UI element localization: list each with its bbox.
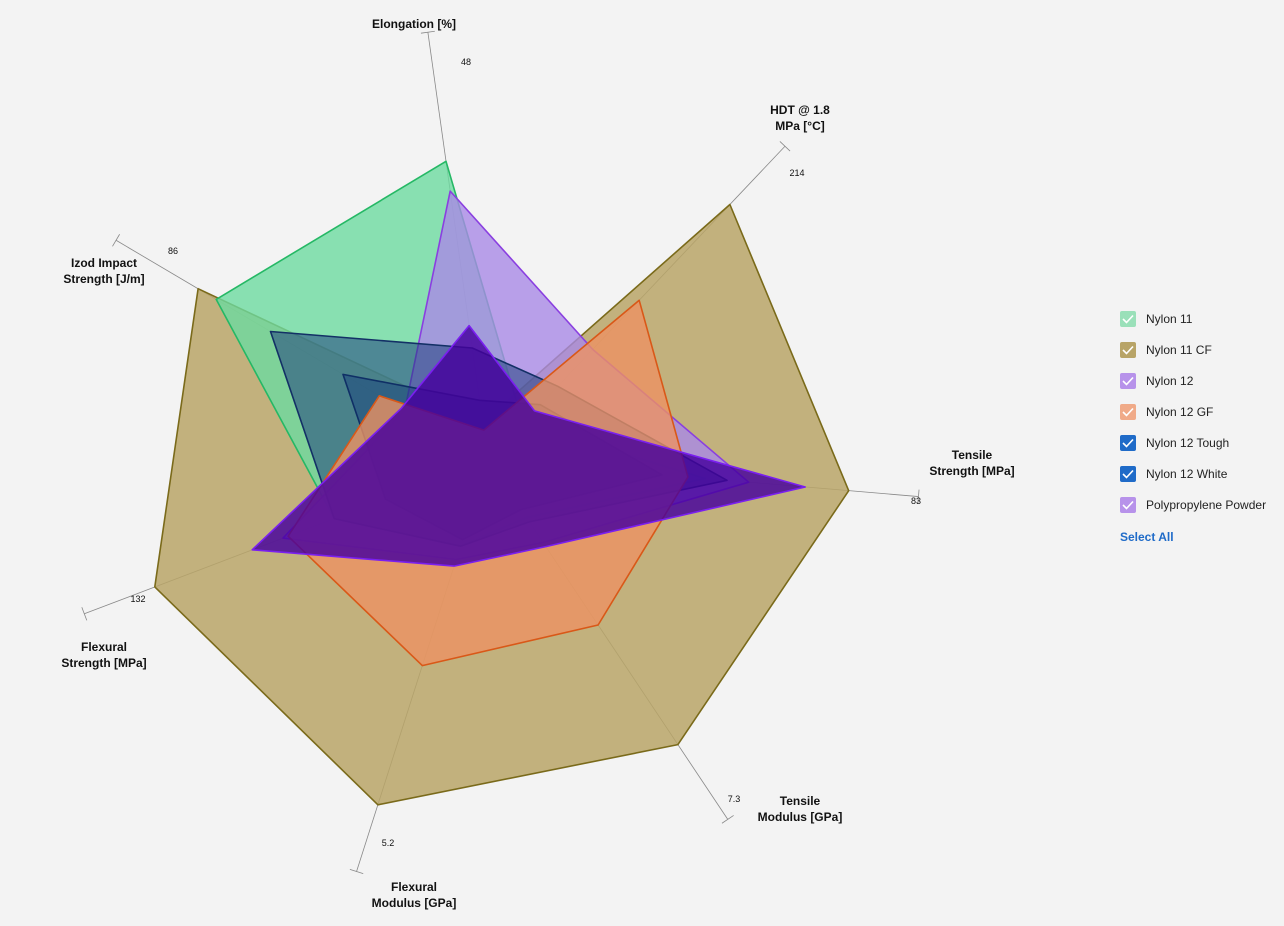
- axis-label-line: Strength [J/m]: [63, 272, 144, 286]
- checkbox-icon[interactable]: [1120, 466, 1136, 482]
- axis-label: Izod Impact Strength [J/m]: [63, 256, 144, 286]
- axis-max-label: 5.2: [382, 838, 395, 848]
- legend-item-polypropylene-powder[interactable]: Polypropylene Powder: [1120, 482, 1284, 528]
- axis-max-label: 214: [789, 168, 804, 178]
- legend-item-nylon-12-tough[interactable]: Nylon 12 Tough: [1120, 420, 1284, 466]
- axis-end-tick: [81, 607, 88, 621]
- axis-label: Flexural Modulus [GPa]: [372, 880, 457, 910]
- axis-label-line: Strength [MPa]: [61, 656, 146, 670]
- series-group: [154, 160, 850, 806]
- axis-end-tick: [112, 234, 120, 247]
- axis-label-line: Elongation [%]: [372, 17, 456, 31]
- checkmark-icon: [1122, 500, 1134, 510]
- axis-end-tick: [779, 141, 791, 152]
- legend-item-nylon-12-gf[interactable]: Nylon 12 GF: [1120, 389, 1284, 435]
- axis-label-line: MPa [°C]: [775, 119, 824, 133]
- legend-label: Nylon 11 CF: [1146, 343, 1212, 357]
- axis-label: Elongation [%]: [372, 17, 456, 31]
- axis-end-tick: [917, 489, 920, 504]
- axis-max-label: 83: [911, 496, 921, 506]
- legend-item-nylon-12[interactable]: Nylon 12: [1120, 358, 1284, 404]
- checkbox-icon[interactable]: [1120, 311, 1136, 327]
- axis-label-line: Modulus [GPa]: [758, 810, 843, 824]
- series-polygon-polypropylene-powder[interactable]: [251, 324, 807, 567]
- axis-label-line: Tensile: [952, 448, 993, 462]
- select-all-link[interactable]: Select All: [1120, 530, 1174, 544]
- axis-max-label: 7.3: [728, 794, 741, 804]
- axis-label-line: Izod Impact: [71, 256, 137, 270]
- axis-label-line: Modulus [GPa]: [372, 896, 457, 910]
- checkmark-icon: [1122, 407, 1134, 417]
- axis-max-label: 132: [130, 594, 145, 604]
- legend-label: Nylon 12 White: [1146, 467, 1228, 481]
- legend-item-nylon-11[interactable]: Nylon 11: [1120, 296, 1284, 342]
- legend-label: Nylon 12 GF: [1146, 405, 1214, 419]
- checkmark-icon: [1122, 314, 1134, 324]
- axis-label-line: Tensile: [780, 794, 821, 808]
- axis-label: Tensile Modulus [GPa]: [758, 794, 843, 824]
- axis-end-tick: [420, 30, 435, 34]
- checkbox-icon[interactable]: [1120, 404, 1136, 420]
- checkmark-icon: [1122, 438, 1134, 448]
- checkbox-icon[interactable]: [1120, 373, 1136, 389]
- legend-label: Nylon 12: [1146, 374, 1194, 388]
- legend-items: Nylon 11 Nylon 11 CF Nylon 12 Nylon 12 GF Ny…: [1120, 296, 1284, 528]
- checkmark-icon: [1122, 376, 1134, 386]
- legend-item-nylon-12-white[interactable]: Nylon 12 White: [1120, 451, 1284, 497]
- legend-item-nylon-11-cf[interactable]: Nylon 11 CF: [1120, 327, 1284, 373]
- axis-max-label: 86: [168, 246, 178, 256]
- axis-label: Tensile Strength [MPa]: [929, 448, 1014, 478]
- checkbox-icon[interactable]: [1120, 435, 1136, 451]
- legend-label: Nylon 12 Tough: [1146, 436, 1230, 450]
- legend-label: Polypropylene Powder: [1146, 498, 1267, 512]
- axis-label-line: HDT @ 1.8: [770, 103, 830, 117]
- axis-labels: Elongation [%] 48 HDT @ 1.8 MPa [°C] 214 Tens…: [61, 17, 1014, 910]
- checkmark-icon: [1122, 345, 1134, 355]
- checkmark-icon: [1122, 469, 1134, 479]
- axis-end-tick: [349, 869, 364, 875]
- axis-label: HDT @ 1.8 MPa [°C]: [770, 103, 830, 133]
- axis-label: Flexural Strength [MPa]: [61, 640, 146, 670]
- checkbox-icon[interactable]: [1120, 497, 1136, 513]
- axis-label-line: Flexural: [391, 880, 437, 894]
- axis-label-line: Flexural: [81, 640, 127, 654]
- checkbox-icon[interactable]: [1120, 342, 1136, 358]
- legend-label: Nylon 11: [1146, 312, 1193, 326]
- legend: Nylon 11 Nylon 11 CF Nylon 12 Nylon 12 GF Ny…: [1120, 296, 1284, 544]
- axis-end-tick: [721, 815, 734, 824]
- axis-max-label: 48: [461, 57, 471, 67]
- axis-label-line: Strength [MPa]: [929, 464, 1014, 478]
